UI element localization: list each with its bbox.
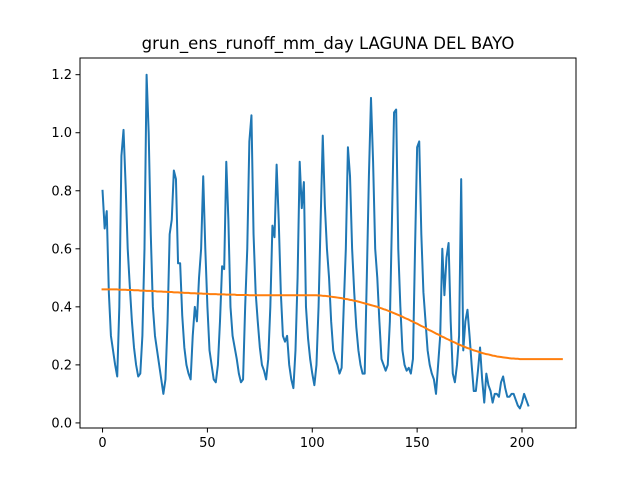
chart-title: grun_ens_runoff_mm_day LAGUNA DEL BAYO	[142, 34, 515, 54]
series-line-1	[101, 73, 530, 410]
series-line-2	[101, 288, 563, 361]
series-layer	[101, 73, 563, 410]
y-tick-label: 0.2	[51, 358, 72, 373]
y-axis: 0.0 0.2 0.4 0.6 0.8 1.0 1.2	[51, 68, 80, 431]
y-tick-label: 1.0	[51, 126, 72, 141]
y-tick-label: 0.4	[51, 300, 72, 315]
plot-frame	[79, 57, 577, 429]
x-tick-label: 200	[510, 436, 535, 451]
x-tick-label: 150	[405, 436, 430, 451]
y-tick-label: 0.0	[51, 416, 72, 431]
x-tick-label: 50	[199, 436, 216, 451]
x-axis: 0 50 100 150 200	[98, 428, 534, 451]
x-tick-label: 100	[300, 436, 325, 451]
y-tick-label: 0.6	[51, 242, 72, 257]
x-tick-label: 0	[98, 436, 106, 451]
y-tick-label: 1.2	[51, 68, 72, 83]
y-tick-label: 0.8	[51, 184, 72, 199]
